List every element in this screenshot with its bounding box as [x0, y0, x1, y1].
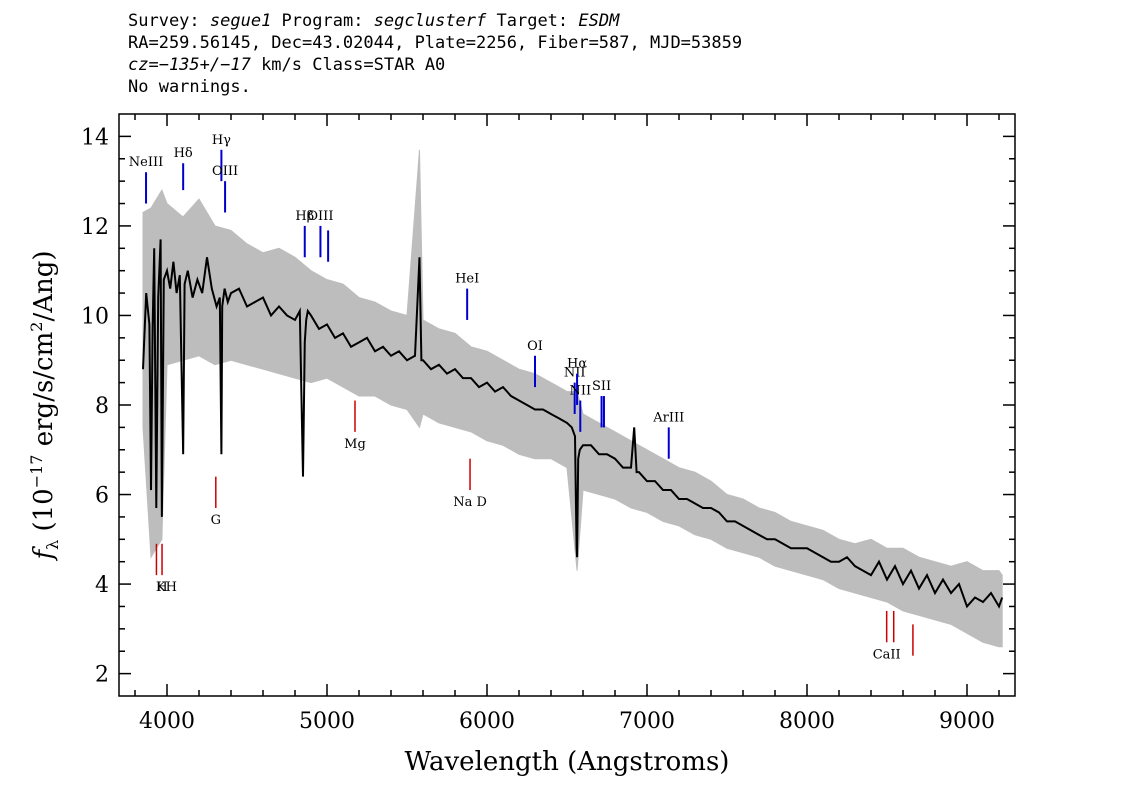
y-axis-units-1: (10: [29, 488, 59, 540]
header-line-redshift: cz=−135+/−17 km/s Class=STAR A0: [128, 54, 742, 76]
cz-value: cz=−135+/−17: [128, 55, 251, 75]
absorption-line-label: CaII: [873, 647, 901, 662]
class-value: km/s Class=STAR A0: [250, 55, 446, 75]
emission-line-label: NII: [564, 366, 586, 381]
x-tick-label: 4000: [139, 709, 195, 734]
emission-line-label: OIII: [212, 164, 238, 179]
survey-label: Survey:: [128, 11, 210, 31]
emission-line-label: OI: [527, 339, 543, 354]
y-tick-label: 14: [81, 125, 109, 150]
axis-ticks: 4000 5000 6000 7000 8000 9000 2 4 6 8 10 12 14: [81, 114, 1015, 734]
absorption-line-label: Na D: [453, 495, 487, 510]
x-tick-label: 6000: [459, 709, 515, 734]
x-tick-label: 8000: [779, 709, 835, 734]
header-line-coordinates: RA=259.56145, Dec=43.02044, Plate=2256, …: [128, 33, 743, 53]
y-tick-label: 8: [95, 394, 109, 419]
x-tick-label: 7000: [619, 709, 675, 734]
y-axis-title: fλ (10−17 erg/s/cm2/Ang): [27, 250, 62, 561]
target-value: ESDM: [578, 11, 620, 31]
absorption-line-label: G: [211, 513, 221, 528]
flux-line: [142, 239, 1004, 609]
program-value: segclusterf: [373, 11, 487, 31]
emission-line-label: Hβ: [295, 209, 314, 224]
emission-line-label: Hγ: [212, 133, 231, 148]
spectrum-header: Survey: segue1 Program: segclusterf Targ…: [128, 10, 742, 98]
emission-line-label: NeIII: [129, 155, 163, 170]
emission-line-label: SII: [592, 379, 611, 394]
survey-value: segue1: [209, 11, 272, 31]
y-tick-label: 12: [81, 215, 109, 240]
absorption-line-label: H: [156, 580, 167, 595]
target-label: Target:: [486, 11, 579, 31]
program-label: Program:: [271, 11, 374, 31]
absorption-line-label: Mg: [344, 437, 366, 452]
emission-line-label: HeI: [455, 272, 479, 287]
emission-line-label: NII: [569, 384, 591, 399]
absorption-line-label: KH: [156, 580, 177, 595]
y-axis-exponent: −17: [27, 455, 46, 489]
emission-line-label: ArIII: [652, 410, 684, 425]
y-axis-square: 2: [27, 322, 46, 332]
emission-line-label: OIII: [307, 209, 333, 224]
emission-line-label: Hδ: [174, 146, 193, 161]
y-tick-label: 6: [95, 484, 109, 509]
y-tick-label: 10: [81, 304, 109, 329]
header-line-survey: Survey: segue1 Program: segclusterf Targ…: [128, 10, 742, 32]
y-axis-subscript: λ: [43, 540, 62, 550]
header-line-warnings: No warnings.: [128, 77, 251, 97]
flux-series: [142, 239, 1004, 609]
y-axis-units-3: /Ang): [29, 250, 59, 321]
x-tick-label: 5000: [299, 709, 355, 734]
error-band: [142, 149, 1003, 648]
y-tick-label: 4: [95, 573, 109, 598]
y-axis-units-2: erg/s/cm: [29, 332, 59, 455]
y-tick-label: 2: [95, 663, 109, 688]
emission-line-label: Hα: [567, 357, 587, 372]
x-tick-label: 9000: [939, 709, 995, 734]
x-axis-title: Wavelength (Angstroms): [405, 747, 730, 777]
error-band-area: [142, 149, 1003, 648]
